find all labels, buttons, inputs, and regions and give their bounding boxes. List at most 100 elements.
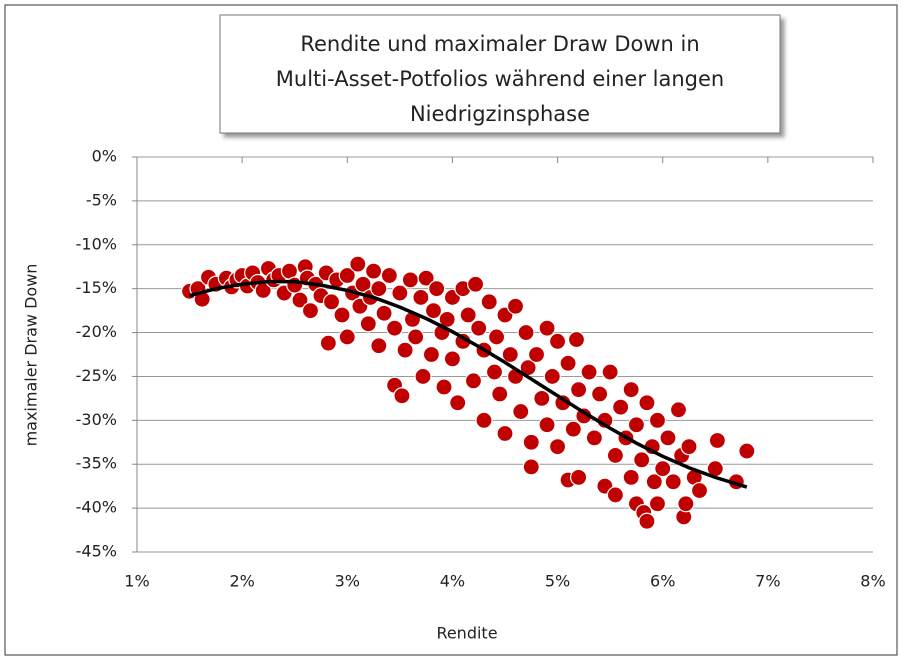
point (538, 319, 556, 337)
x-tick-label: 4% (440, 572, 465, 591)
point (591, 385, 609, 403)
point (322, 293, 341, 311)
y-tick-label: -15% (76, 278, 117, 297)
point (424, 302, 443, 320)
point (396, 341, 414, 359)
point (333, 306, 351, 324)
point (407, 328, 425, 346)
point (669, 401, 688, 419)
point (338, 266, 356, 285)
x-axis-label: Rendite (436, 624, 497, 643)
point (638, 394, 656, 412)
x-tick-label: 6% (650, 572, 675, 591)
point (654, 460, 672, 478)
y-tick-label: -45% (76, 542, 117, 561)
point (459, 306, 477, 324)
point (338, 328, 356, 346)
y-tick-label: 0% (92, 147, 117, 166)
point (485, 363, 504, 381)
point (512, 402, 530, 421)
point (375, 304, 393, 322)
point (559, 354, 577, 372)
y-tick-label: -5% (86, 190, 117, 209)
title-box (219, 14, 781, 134)
point (548, 438, 567, 456)
y-tick-label: -30% (76, 410, 117, 429)
point (359, 315, 377, 333)
point (435, 378, 453, 396)
point (443, 350, 462, 368)
x-tick-label: 2% (229, 572, 254, 591)
point (708, 431, 726, 450)
point (645, 473, 663, 491)
point (690, 481, 709, 500)
point (422, 345, 440, 364)
point (380, 266, 398, 285)
point (522, 458, 540, 476)
point (319, 334, 337, 352)
point (622, 468, 640, 486)
point (627, 416, 646, 434)
x-tick-label: 3% (335, 572, 360, 591)
point (612, 398, 630, 416)
point (527, 345, 546, 364)
point (301, 302, 320, 320)
point (538, 416, 556, 434)
point (364, 262, 383, 280)
point (585, 429, 603, 447)
point (480, 293, 498, 311)
point (393, 387, 411, 405)
point (475, 411, 493, 429)
point (386, 319, 404, 337)
point (522, 433, 540, 451)
point (601, 363, 619, 381)
point (664, 473, 682, 491)
point (417, 269, 435, 287)
point (638, 512, 656, 530)
y-tick-label: -40% (76, 498, 117, 517)
point (370, 337, 388, 355)
point (659, 429, 677, 447)
point (496, 424, 514, 443)
point (648, 411, 667, 429)
point (567, 330, 586, 349)
point (633, 451, 651, 469)
y-tick-label: -25% (76, 366, 117, 385)
point (622, 381, 640, 399)
y-tick-label: -20% (76, 322, 117, 341)
point (487, 328, 506, 346)
point (738, 442, 756, 460)
point (291, 291, 309, 309)
point (569, 468, 588, 486)
point (466, 275, 485, 293)
point (569, 381, 588, 399)
trend-line (189, 279, 748, 489)
chart-title: Multi-Asset-Potfolios während einer lang… (276, 67, 724, 91)
point (606, 486, 625, 504)
point (606, 446, 625, 465)
point (412, 288, 430, 307)
point (349, 255, 367, 273)
point (564, 420, 582, 438)
point (548, 332, 567, 350)
point (533, 389, 551, 407)
point (464, 372, 483, 390)
point (543, 367, 561, 386)
x-tick-label: 1% (124, 572, 149, 591)
point (677, 495, 695, 513)
point (680, 438, 698, 456)
point (580, 363, 598, 381)
point (501, 345, 519, 364)
point (506, 297, 525, 315)
point (648, 495, 667, 513)
point (470, 319, 488, 337)
y-tick-label: -10% (76, 234, 117, 253)
point (449, 394, 467, 412)
point (414, 367, 432, 386)
plot-area: 0% -5% -10% -15% -20% -25% -30% -35% -40% -45% 1% 2… (76, 147, 886, 591)
y-tick-label: -35% (76, 454, 117, 473)
point (517, 323, 535, 342)
chart-title: Niedrigzinsphase (410, 102, 590, 126)
point (401, 271, 419, 289)
